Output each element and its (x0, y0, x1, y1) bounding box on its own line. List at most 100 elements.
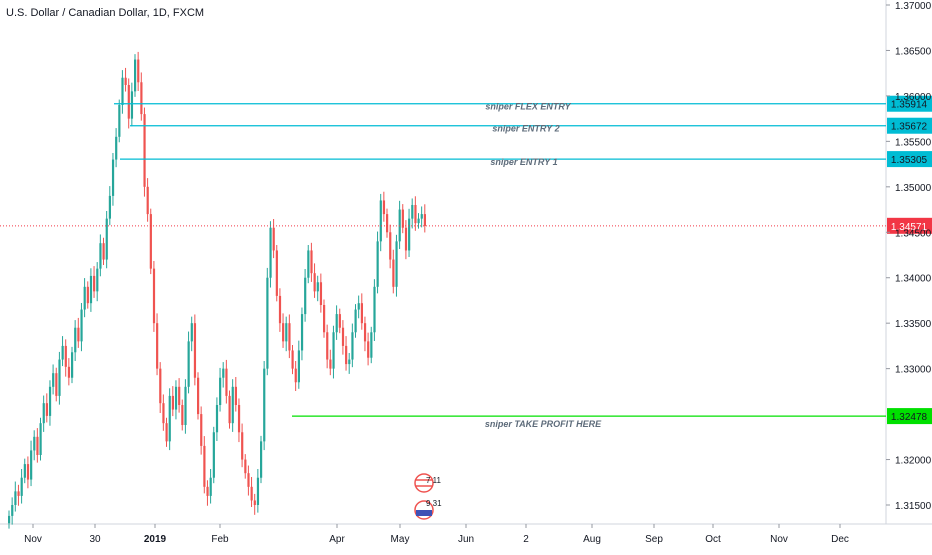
candle (323, 299, 326, 338)
candle-body (219, 377, 222, 405)
candle (14, 481, 17, 512)
candle (190, 316, 193, 352)
candle-body (291, 350, 294, 369)
candle-body (108, 195, 111, 219)
candle-body (266, 277, 269, 369)
candle (48, 380, 52, 426)
candle-body (178, 386, 181, 405)
candle-body (67, 366, 71, 378)
candle (282, 313, 285, 348)
candle (285, 316, 288, 352)
candle (367, 332, 370, 366)
time-tick-label: Sep (645, 534, 663, 545)
candle (401, 204, 404, 234)
candle (121, 70, 124, 114)
candle-body (52, 373, 55, 387)
candle-body (156, 323, 159, 369)
candle (108, 186, 111, 226)
candle-body (370, 332, 373, 358)
candle-body (222, 368, 225, 378)
candle (64, 339, 67, 377)
candle-body (17, 491, 20, 496)
candle-body (341, 327, 345, 346)
candle (404, 220, 408, 260)
event-badge[interactable]: 7 11 9 31 (414, 473, 442, 520)
candle-body (14, 491, 17, 505)
candle (118, 99, 121, 143)
time-tick-label: Apr (329, 534, 345, 545)
candle-body (389, 232, 392, 260)
level-price-badge (887, 95, 932, 112)
candle-body (323, 305, 326, 333)
price-tick-label: 1.32000 (895, 456, 932, 467)
candle-body (345, 345, 348, 365)
candle (219, 367, 222, 412)
candle (332, 325, 335, 379)
candle-body (237, 405, 241, 433)
candle (105, 211, 108, 269)
candle (17, 484, 20, 506)
candle (360, 293, 363, 330)
candle-body (376, 241, 379, 287)
candle (33, 430, 36, 461)
candle-body (193, 323, 197, 378)
candle (423, 204, 426, 233)
badge-top-count: 7 11 (426, 476, 442, 485)
candle-body (379, 200, 382, 242)
candle (278, 288, 282, 332)
candle (146, 178, 149, 222)
candle-body (212, 432, 215, 478)
candle (341, 320, 345, 355)
candle-body (26, 464, 30, 480)
candle (99, 234, 102, 277)
candle-body (363, 323, 367, 342)
time-tick-label: 2 (523, 534, 529, 545)
candle (370, 326, 373, 364)
candle (297, 340, 300, 389)
candle (52, 364, 55, 395)
candle (74, 320, 77, 361)
candle-body (42, 403, 45, 424)
candle (11, 497, 14, 525)
price-tick-label: 1.36000 (895, 92, 932, 103)
candle-body (134, 59, 137, 92)
candle-body (174, 386, 178, 410)
candle (379, 193, 382, 252)
candle-body (423, 214, 426, 226)
candle (408, 208, 411, 257)
candle-body (140, 82, 143, 115)
candle-body (326, 332, 329, 360)
level-price-badge (887, 408, 932, 425)
time-tick-label: 2019 (144, 534, 167, 545)
candle-body (200, 414, 203, 446)
price-tick-label: 1.31500 (895, 501, 932, 512)
candle-body (382, 200, 386, 215)
us-flag-icon (414, 473, 434, 493)
price-tick-label: 1.35000 (895, 183, 932, 194)
candle-body (316, 282, 319, 292)
candle-body (8, 515, 11, 524)
candle (159, 362, 162, 413)
candle (102, 237, 105, 265)
candle (156, 313, 159, 376)
candle-body (420, 214, 423, 219)
level-name: sniper TAKE PROFIT HERE (485, 419, 602, 429)
candle (313, 263, 316, 298)
level-price-badge (887, 151, 932, 168)
candle (348, 353, 351, 374)
time-tick-label: Dec (831, 534, 849, 545)
candle-body (357, 303, 360, 310)
candle (184, 379, 187, 434)
candle-body (74, 327, 77, 353)
candle (162, 394, 165, 431)
candle-body (244, 459, 247, 474)
last-price-label: 1.34571 (891, 222, 928, 233)
candle (134, 54, 137, 97)
candle (288, 314, 291, 359)
candle (357, 295, 360, 319)
candle (26, 456, 30, 489)
candle-body (411, 205, 414, 219)
